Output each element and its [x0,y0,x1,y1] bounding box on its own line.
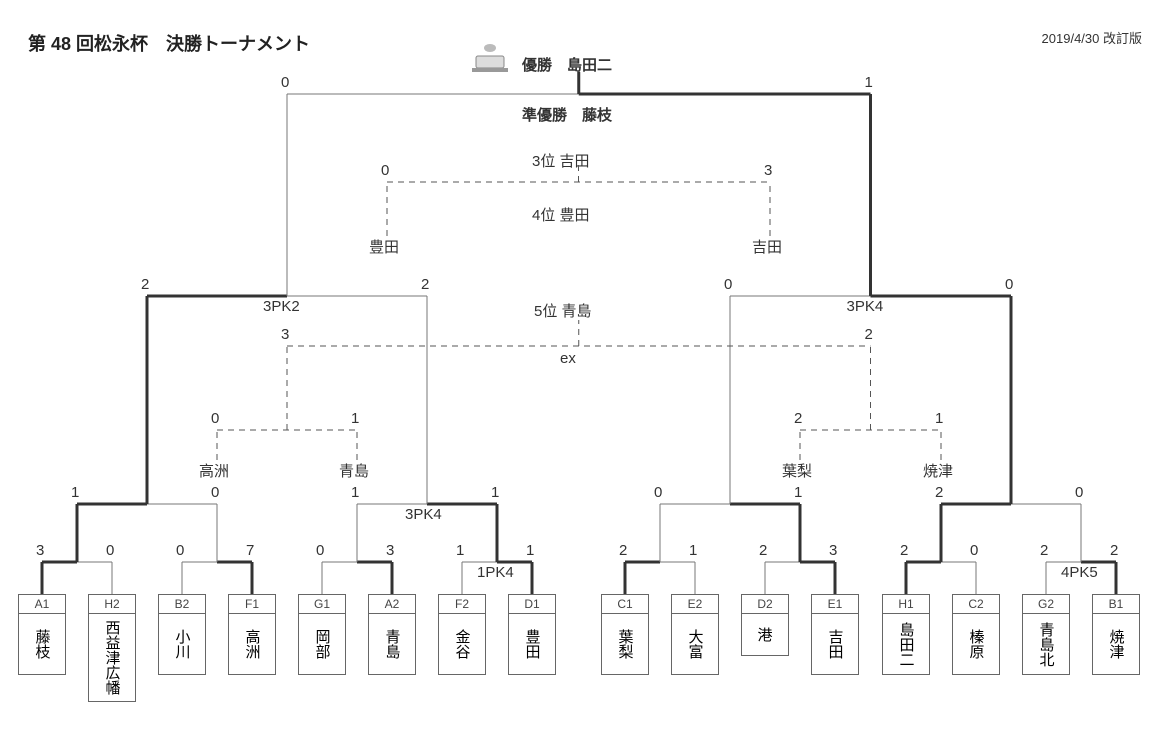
team-G2: G2青島北 [1022,594,1070,675]
team-name: 岡部 [310,614,335,674]
team-name: 島田二 [894,614,919,674]
team-F1: F1高洲 [228,594,276,675]
score-text: 0 [1075,484,1083,501]
score-text: 3 [281,326,289,343]
team-E2: E2大富 [671,594,719,675]
cons-team: 豊田 [369,236,399,257]
score-text: 2 [141,276,149,293]
score-text: 3 [764,162,772,179]
score-text: 1 [794,484,802,501]
team-name: 小川 [170,614,195,674]
score-text: 2 [935,484,943,501]
team-H2: H2西益津広幡 [88,594,136,702]
team-D1: D1豊田 [508,594,556,675]
team-name: 豊田 [520,614,545,674]
score-text: 0 [316,542,324,559]
score-text: 3PK4 [405,506,442,523]
score-text: 3PK2 [263,298,300,315]
score-text: 3 [386,542,394,559]
score-text: 1PK4 [477,564,514,581]
score-text: 2 [865,326,873,343]
score-text: 3 [829,542,837,559]
cons-team: 葉梨 [782,460,812,481]
team-A2: A2青島 [368,594,416,675]
score-text: 0 [1005,276,1013,293]
team-seed: H2 [89,595,135,614]
score-text: 2 [1110,542,1118,559]
team-H1: H1島田二 [882,594,930,675]
team-name: 榛原 [964,614,989,674]
score-text: 0 [381,162,389,179]
score-text: 2 [900,542,908,559]
team-seed: B1 [1093,595,1139,614]
team-seed: C1 [602,595,648,614]
team-D2: D2港 [741,594,789,656]
score-text: 0 [281,74,289,91]
cons-team: 高洲 [199,460,229,481]
team-C2: C2榛原 [952,594,1000,675]
score-text: 1 [456,542,464,559]
score-text: 0 [176,542,184,559]
team-seed: B2 [159,595,205,614]
team-B2: B2小川 [158,594,206,675]
score-text: 0 [724,276,732,293]
team-seed: H1 [883,595,929,614]
score-text: 1 [351,484,359,501]
team-seed: A2 [369,595,415,614]
team-seed: G2 [1023,595,1069,614]
score-text: 1 [865,74,873,91]
score-text: 3 [36,542,44,559]
team-name: 藤枝 [30,614,55,674]
team-seed: E1 [812,595,858,614]
score-text: 0 [970,542,978,559]
team-G1: G1岡部 [298,594,346,675]
team-F2: F2金谷 [438,594,486,675]
team-seed: F1 [229,595,275,614]
bracket-stage: 第 48 回松永杯 決勝トーナメント 2019/4/30 改訂版 優勝 島田二 … [0,0,1166,731]
score-text: 7 [246,542,254,559]
team-seed: G1 [299,595,345,614]
score-text: 2 [759,542,767,559]
team-name: 吉田 [823,614,848,674]
score-text: 2 [619,542,627,559]
team-B1: B1焼津 [1092,594,1140,675]
score-text: 1 [689,542,697,559]
team-name: 港 [742,614,788,655]
cons-team: 青島 [339,460,369,481]
team-name: 大富 [683,614,708,674]
team-name: 青島北 [1034,614,1059,674]
team-name: 焼津 [1104,614,1129,674]
team-seed: C2 [953,595,999,614]
score-text: 0 [106,542,114,559]
score-text: 1 [351,410,359,427]
score-text: 2 [1040,542,1048,559]
team-name: 金谷 [450,614,475,674]
cons-team: 焼津 [923,460,953,481]
score-text: 0 [211,484,219,501]
cons-team: 吉田 [752,236,782,257]
team-seed: D2 [742,595,788,614]
team-seed: E2 [672,595,718,614]
score-text: 0 [654,484,662,501]
score-text: 1 [526,542,534,559]
score-text: 0 [211,410,219,427]
score-text: 1 [71,484,79,501]
team-A1: A1藤枝 [18,594,66,675]
team-seed: F2 [439,595,485,614]
team-name: 高洲 [240,614,265,674]
score-text: 2 [421,276,429,293]
team-name: 葉梨 [613,614,638,674]
score-text: 2 [794,410,802,427]
score-text: 4PK5 [1061,564,1098,581]
team-name: 西益津広幡 [100,614,125,701]
trophy-icon [472,44,508,72]
score-text: 1 [935,410,943,427]
team-name: 青島 [380,614,405,674]
team-seed: A1 [19,595,65,614]
score-text: 1 [491,484,499,501]
score-text: 3PK4 [847,298,884,315]
team-C1: C1葉梨 [601,594,649,675]
team-E1: E1吉田 [811,594,859,675]
team-seed: D1 [509,595,555,614]
